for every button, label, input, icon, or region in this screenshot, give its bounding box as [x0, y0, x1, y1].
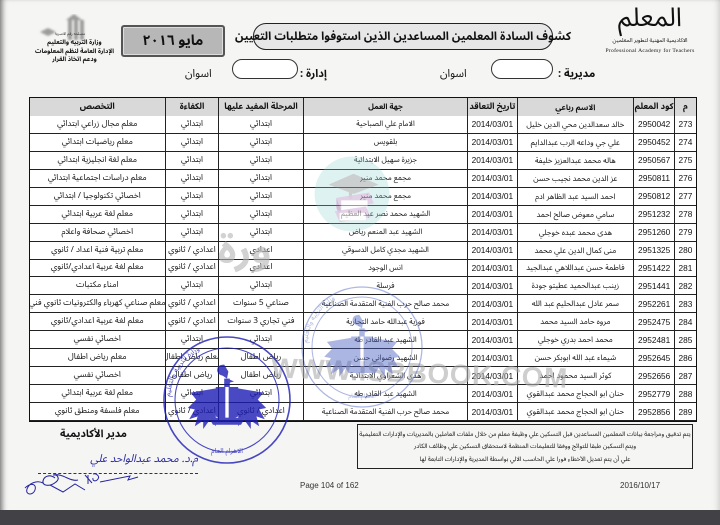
svg-text:الاهرام العام: الاهرام العام [211, 444, 243, 459]
svg-text:وزارة التربية والتعليم: وزارة التربية والتعليم [160, 341, 203, 397]
svg-text:الاهرام العام: الاهرام العام [348, 391, 376, 403]
svg-text:وزارة التربية والتعليم: وزارة التربية والتعليم [298, 291, 338, 343]
